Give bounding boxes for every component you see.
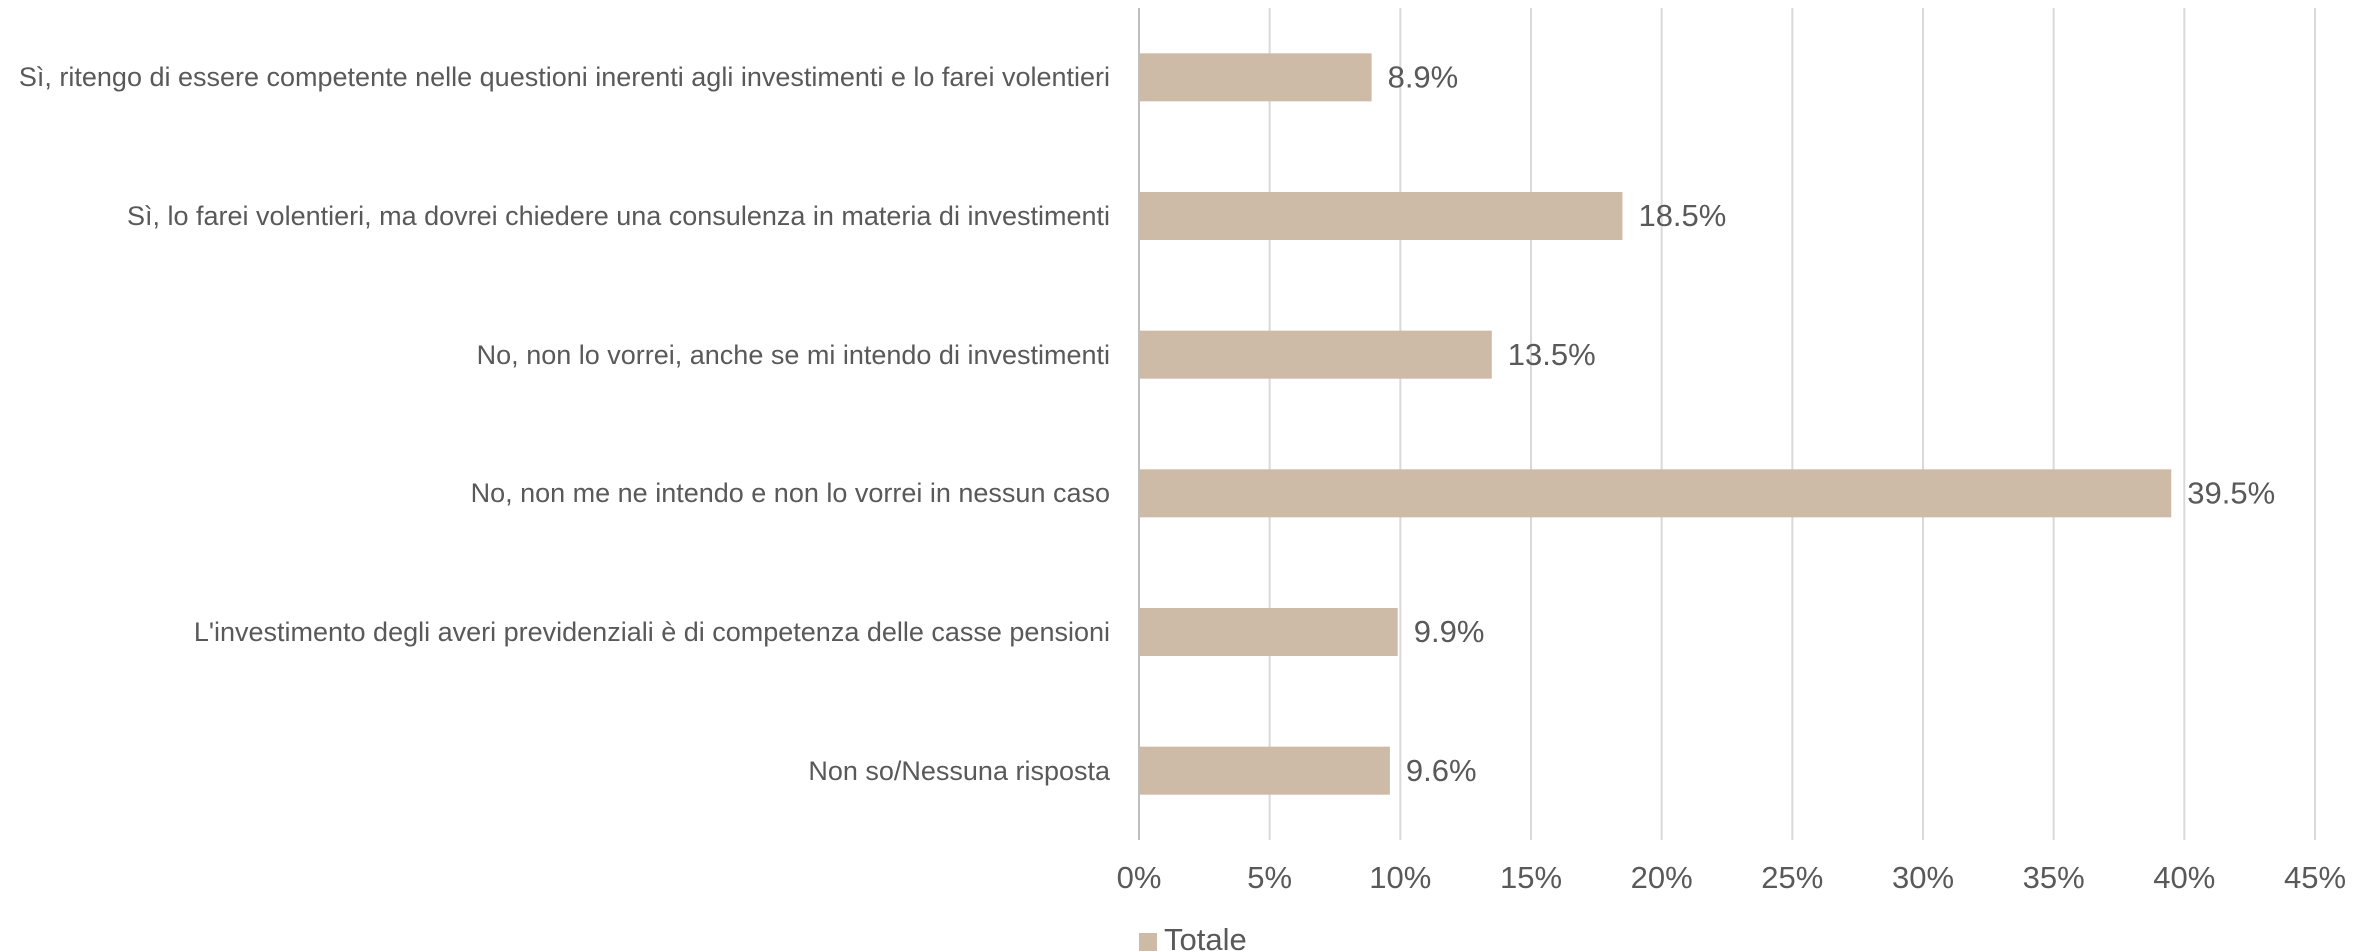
x-tick-label: 0% [1117, 860, 1162, 895]
value-label: 9.9% [1414, 614, 1485, 649]
y-tick-label: L'investimento degli averi previdenziali… [193, 617, 1110, 647]
x-tick-label: 40% [2153, 860, 2215, 895]
x-tick-label: 35% [2023, 860, 2085, 895]
y-tick-label: Sì, lo farei volentieri, ma dovrei chied… [127, 201, 1110, 231]
x-tick-label: 25% [1761, 860, 1823, 895]
y-tick-label: Sì, ritengo di essere competente nelle q… [18, 62, 1110, 93]
x-tick-label: 30% [1892, 860, 1954, 895]
x-tick-label: 45% [2284, 860, 2346, 895]
category-label-box: L'investimento degli averi previdenziali… [0, 572, 1110, 692]
bar [1139, 746, 1390, 795]
legend-label: Totale [1164, 922, 1247, 951]
bar [1139, 53, 1372, 102]
y-tick-label: Non so/Nessuna risposta [808, 755, 1110, 786]
x-tick-label: 5% [1247, 860, 1292, 895]
value-label: 8.9% [1388, 60, 1459, 95]
value-label: 9.6% [1406, 753, 1477, 788]
x-tick-label: 10% [1369, 860, 1431, 895]
legend-swatch [1139, 933, 1157, 951]
bar [1139, 330, 1492, 379]
x-tick-label: 15% [1500, 860, 1562, 895]
value-label: 13.5% [1508, 337, 1596, 372]
category-label-box: No, non me ne intendo e non lo vorrei in… [0, 433, 1110, 553]
category-label-box: Sì, ritengo di essere competente nelle q… [0, 17, 1110, 137]
category-label-box: Sì, lo farei volentieri, ma dovrei chied… [0, 156, 1110, 276]
category-label-box: No, non lo vorrei, anche se mi intendo d… [0, 295, 1110, 415]
value-label: 39.5% [2187, 476, 2275, 511]
y-tick-label: No, non me ne intendo e non lo vorrei in… [470, 478, 1110, 509]
category-label-box: Non so/Nessuna risposta [0, 711, 1110, 831]
bar [1139, 469, 2172, 518]
x-tick-label: 20% [1631, 860, 1693, 895]
value-label: 18.5% [1638, 198, 1726, 233]
bar [1139, 192, 1623, 240]
bar [1139, 608, 1398, 656]
y-tick-label: No, non lo vorrei, anche se mi intendo d… [476, 339, 1110, 370]
